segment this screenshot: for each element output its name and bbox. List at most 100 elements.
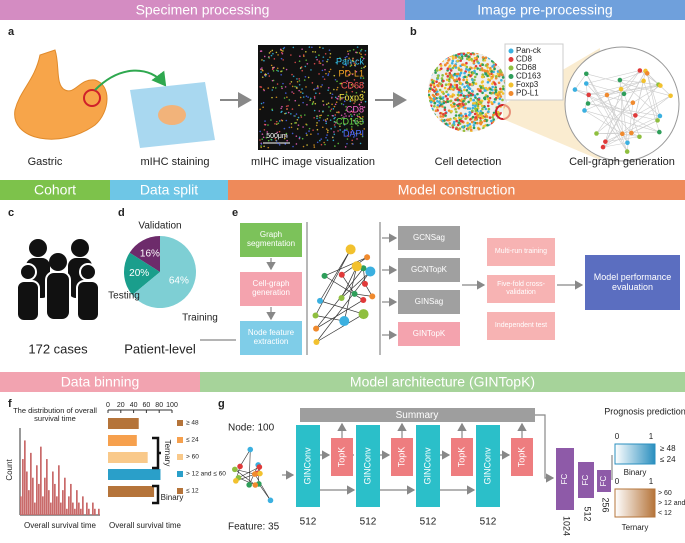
dot [350,96,353,98]
banner-title: Model architecture (GINTopK) [350,374,535,390]
dot [262,101,265,104]
dot [456,93,460,97]
dot [364,49,367,52]
dot [442,125,446,129]
dot [261,133,264,135]
dot [292,46,295,49]
dot [473,75,477,79]
node [618,86,624,92]
dot [261,76,264,78]
dot [481,111,484,115]
dot [271,79,274,82]
dot [497,52,501,55]
dot [360,123,362,126]
pie-category: Training [182,313,218,324]
dot [333,105,336,108]
dot [345,93,348,95]
dot [499,129,503,132]
dot [315,115,318,118]
dot [313,109,316,112]
dot [352,143,354,145]
dot [460,53,463,56]
dot [350,110,353,112]
dot [358,113,361,115]
dot [280,73,282,76]
dot [328,70,331,73]
pool-box [391,438,413,476]
dot [332,139,335,142]
dot [348,57,350,60]
dot [362,57,365,60]
dot [320,143,323,146]
dot [449,52,452,55]
dot [435,62,439,65]
dot [308,46,311,48]
dot [444,127,447,131]
dot [495,55,498,59]
dot [431,81,434,84]
dot [267,87,270,89]
dot [302,54,305,56]
dot [325,122,328,125]
dot [469,128,473,132]
dot [448,122,452,125]
tick-label: 40 [130,402,138,409]
dot [360,101,363,104]
dot [273,66,275,69]
dot [346,55,348,58]
pie-slice [129,236,160,272]
edge [596,102,634,134]
dot [335,101,338,104]
dot [361,135,364,138]
dot [334,78,337,81]
dot [458,102,461,106]
dot [460,114,463,117]
dot [441,125,444,128]
hist-bar [44,477,46,515]
dot [313,95,316,98]
dot [476,87,480,91]
dot [440,56,443,59]
dot [298,80,301,82]
stomach [14,49,108,140]
dot [259,86,262,88]
dot [498,92,501,95]
edge [341,271,371,299]
dot [316,122,318,124]
pool-label: TopK [396,447,406,468]
dot [326,118,329,120]
dot [435,116,439,119]
dot [461,63,464,66]
dot [454,114,458,117]
dot [286,96,288,98]
dot [438,56,441,59]
dot [462,100,465,103]
edge [316,271,371,343]
dot [360,133,362,136]
dot [468,87,472,91]
dot [348,81,350,84]
dot [429,117,433,121]
dot [281,110,283,113]
dot [444,122,448,126]
dot [435,53,438,57]
dot [455,78,459,81]
edge [343,266,358,322]
hist-bar [20,496,22,515]
dot [274,87,277,89]
dot [302,145,305,148]
dot [334,116,336,119]
dot [302,101,304,104]
legend-dot [508,74,514,79]
dot [428,118,431,122]
dot [446,126,450,129]
dot [302,126,304,128]
node [316,297,323,304]
hist-bar [72,502,74,515]
dot [326,131,329,134]
dot [446,75,450,78]
dot [465,89,469,92]
hist-bar [88,508,90,515]
edge [315,299,364,329]
dot [493,67,496,71]
